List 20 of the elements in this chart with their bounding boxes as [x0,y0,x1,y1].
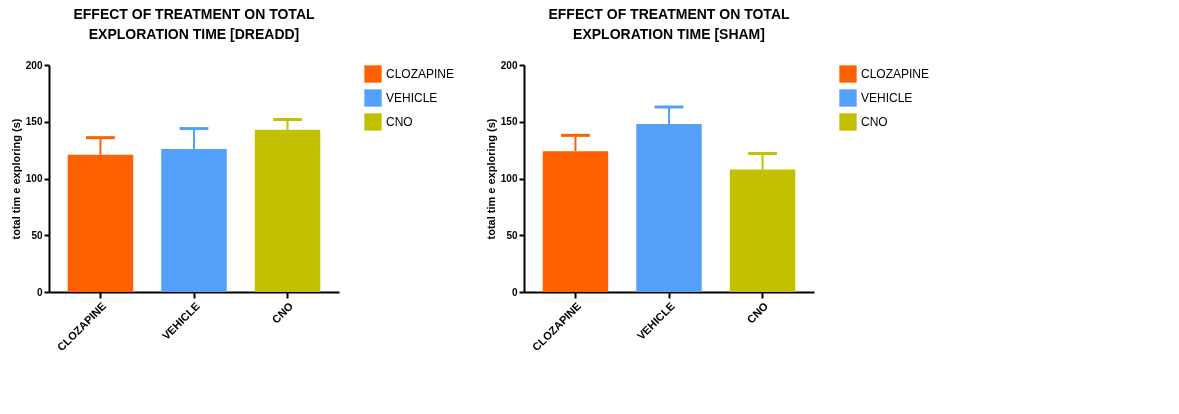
chart-title: EFFECT OF TREATMENT ON TOTAL EXPLORATION TIME [DREADD] [73,6,315,42]
y-tick-label: 150 [25,116,43,128]
y-tick-label: 200 [500,59,518,71]
legend-label: CLOZAPINE [386,67,455,81]
y-axis-title: total tim e exploring (s) [484,118,497,240]
y-tick-label: 0 [36,286,43,298]
y-tick-label: 50 [506,229,518,241]
legend-label: CNO [861,115,888,129]
legend-label: VEHICLE [386,91,438,105]
legend-label: CLOZAPINE [861,67,930,81]
y-tick-label: 50 [31,229,43,241]
legend-label: VEHICLE [861,91,913,105]
y-tick-label: 200 [25,59,43,71]
y-axis-title: total tim e exploring (s) [9,118,22,240]
chart-title: EFFECT OF TREATMENT ON TOTAL EXPLORATION TIME [SHAM] [548,6,790,42]
y-tick-label: 100 [25,173,43,184]
y-tick-label: 150 [500,116,518,128]
y-tick-label: 100 [500,173,518,184]
y-tick-label: 0 [511,286,518,298]
legend-label: CNO [386,115,413,129]
